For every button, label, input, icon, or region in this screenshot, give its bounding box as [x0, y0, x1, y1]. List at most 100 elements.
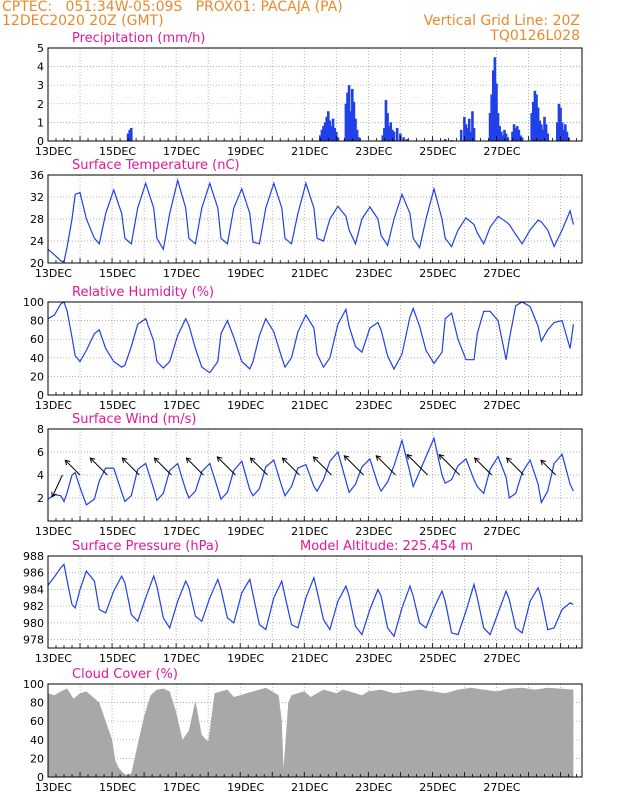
- x-tick-label: 21DEC: [291, 145, 328, 158]
- y-tick-label: 4: [37, 61, 44, 74]
- y-tick-label: 28: [30, 213, 44, 226]
- y-tick-label: 80: [30, 315, 44, 328]
- series-line: [47, 436, 574, 506]
- x-tick-label: 27DEC: [483, 267, 520, 280]
- panel-2: Surface Temperature (nC) 20 24 28 32 36 13DEC 1…: [30, 158, 583, 280]
- wind-arrow: [313, 456, 332, 476]
- precip-bar: [331, 118, 335, 141]
- x-tick-label: 21DEC: [291, 652, 328, 665]
- precip-bar: [392, 131, 396, 141]
- y-tick-label: 5: [37, 42, 44, 55]
- y-tick-label: 3: [37, 79, 44, 92]
- precip-bar: [326, 111, 330, 141]
- precip-bar: [503, 129, 506, 141]
- x-tick-label: 13DEC: [35, 399, 72, 412]
- panel-frame: [47, 174, 583, 264]
- precip-bar: [517, 129, 521, 141]
- x-tick-label: 19DEC: [227, 145, 264, 158]
- wind-arrow: [186, 457, 204, 476]
- model-altitude: Model Altitude: 225.454 m: [300, 539, 473, 554]
- precip-bar: [546, 133, 550, 141]
- x-tick-label: 15DEC: [99, 267, 136, 280]
- x-tick-label: 13DEC: [35, 525, 72, 538]
- precip-bar: [536, 107, 540, 141]
- precip-bar: [535, 94, 538, 141]
- x-tick-label: 27DEC: [483, 525, 520, 538]
- x-tick-label: 23DEC: [355, 652, 392, 665]
- precip-bar: [511, 131, 514, 141]
- precip-bar: [556, 122, 559, 141]
- x-tick-label: 19DEC: [227, 399, 264, 412]
- x-tick-label: 23DEC: [355, 399, 392, 412]
- precip-bar: [387, 126, 391, 141]
- wind-arrow: [89, 457, 108, 476]
- header-line2-left: 12DEC2020 20Z (GMT): [2, 13, 164, 29]
- panel-frame: [47, 555, 583, 649]
- precip-bar: [495, 83, 498, 141]
- precip-bar: [443, 139, 447, 141]
- y-tick-label: 40: [30, 734, 44, 747]
- y-tick-label: 2: [37, 98, 44, 111]
- y-tick-label: 984: [23, 583, 44, 596]
- x-tick-label: 25DEC: [419, 652, 456, 665]
- y-tick-label: 24: [30, 235, 44, 248]
- precip-bar: [386, 113, 389, 141]
- precip-bar: [488, 113, 492, 141]
- x-tick-label: 19DEC: [227, 781, 264, 794]
- y-tick-label: 20: [30, 370, 44, 383]
- y-tick-label: 986: [23, 567, 44, 580]
- precip-bar: [381, 135, 385, 141]
- wind-arrow-head: [474, 457, 480, 464]
- precip-bar: [330, 126, 333, 141]
- series-line: [47, 301, 574, 374]
- y-tick-label: 80: [30, 697, 44, 710]
- precip-bar: [496, 113, 500, 141]
- precip-bar: [564, 124, 567, 141]
- x-tick-label: 27DEC: [483, 781, 520, 794]
- x-tick-label: 19DEC: [227, 525, 264, 538]
- precip-bar: [491, 70, 495, 141]
- panel-frame: [47, 428, 583, 522]
- y-tick-label: 6: [37, 446, 44, 459]
- y-tick-label: 982: [23, 600, 44, 613]
- x-tick-label: 27DEC: [483, 399, 520, 412]
- precip-bar: [472, 127, 476, 141]
- precip-bar: [323, 122, 327, 141]
- precip-bar: [354, 118, 357, 141]
- wind-arrow-head: [312, 456, 319, 462]
- wind-arrow: [506, 457, 525, 476]
- header-line2-right: TQ0126L028: [490, 28, 580, 44]
- precip-bar: [504, 133, 508, 141]
- precip-bar: [530, 113, 534, 141]
- precip-bar: [391, 129, 394, 141]
- precip-bar: [128, 129, 131, 141]
- series-line: [47, 178, 574, 263]
- precip-bar: [562, 129, 566, 141]
- wind-arrow-head: [540, 459, 546, 466]
- panel-4: Surface Wind (m/s) 2 4 6 8 13DEC 15DEC 17DEC 19D…: [35, 412, 583, 538]
- panel-title: Cloud Cover (%): [72, 667, 178, 682]
- precip-bar: [541, 129, 545, 141]
- precip-bar: [498, 126, 501, 141]
- x-tick-label: 15DEC: [99, 652, 136, 665]
- x-tick-label: 25DEC: [419, 525, 456, 538]
- precip-bar: [466, 127, 469, 141]
- precip-bar: [467, 118, 471, 141]
- precip-bar: [515, 126, 519, 141]
- x-tick-label: 17DEC: [163, 781, 200, 794]
- precip-bar: [355, 129, 359, 141]
- x-tick-label: 19DEC: [227, 652, 264, 665]
- y-tick-label: 2: [37, 492, 44, 505]
- wind-arrow: [343, 455, 364, 476]
- wind-arrow: [375, 455, 396, 476]
- wind-arrow-head: [216, 456, 223, 462]
- wind-arrow-head: [249, 457, 256, 464]
- header-line1-right: Vertical Grid Line: 20Z: [423, 13, 580, 29]
- wind-arrow-head: [375, 455, 382, 461]
- x-tick-label: 13DEC: [35, 781, 72, 794]
- x-tick-label: 23DEC: [355, 781, 392, 794]
- panel-title: Relative Humidity (%): [72, 285, 214, 300]
- wind-arrow-head: [406, 453, 413, 460]
- panel-6: Cloud Cover (%) 0 20 40 60 80 100 13DEC 15DEC 17D…: [23, 667, 583, 794]
- wind-arrow-head: [185, 457, 192, 464]
